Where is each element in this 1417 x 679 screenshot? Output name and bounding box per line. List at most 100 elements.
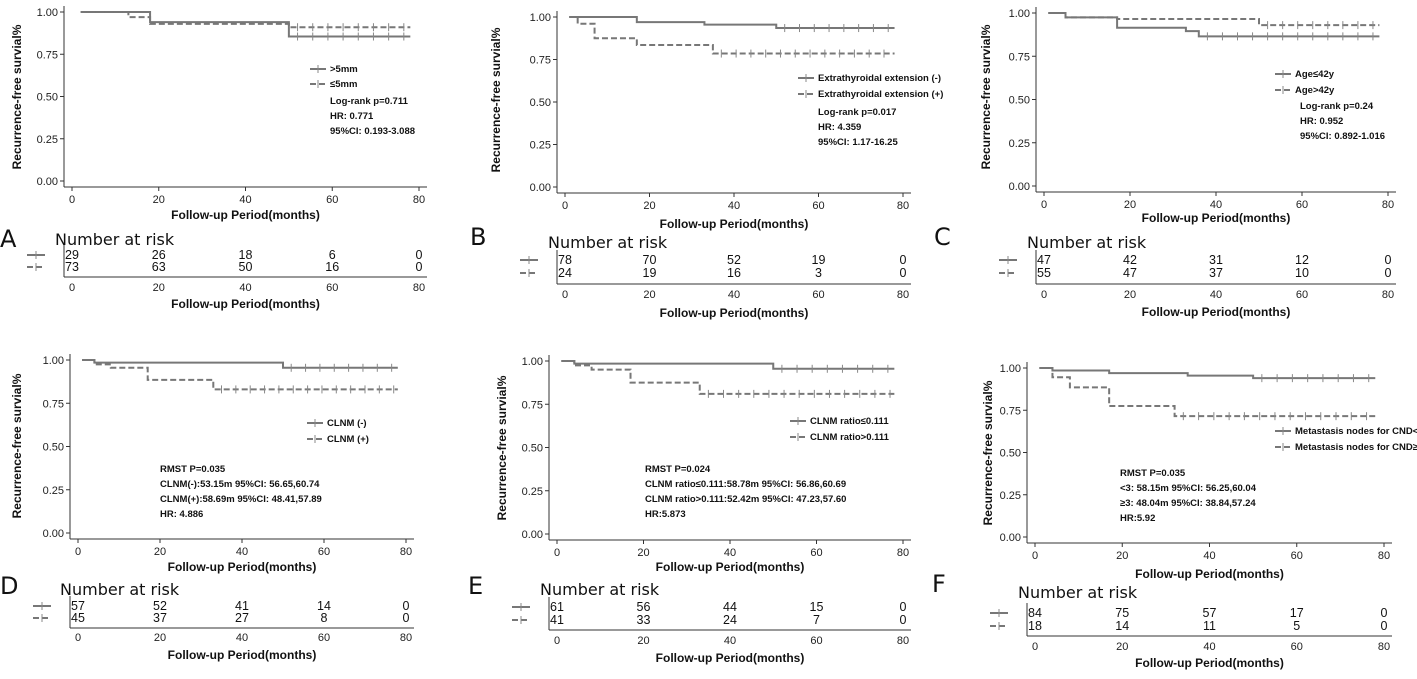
km-curve-group2 xyxy=(82,359,398,391)
risk-count: 84 xyxy=(1028,606,1042,620)
risk-x-tick-label: 0 xyxy=(75,632,81,644)
y-tick-label: 0.25 xyxy=(43,485,64,497)
y-tick-label: 0.75 xyxy=(1000,405,1021,417)
risk-x-tick-label: 80 xyxy=(400,632,412,644)
km-curve-group2 xyxy=(569,16,895,55)
risk-count: 42 xyxy=(1123,253,1137,267)
risk-count: 0 xyxy=(900,266,907,280)
risk-count: 27 xyxy=(235,611,249,625)
risk-count: 47 xyxy=(1123,266,1137,280)
risk-x-tick-label: 60 xyxy=(326,282,338,294)
risk-count: 6 xyxy=(329,248,336,262)
risk-table-title: Number at risk xyxy=(1018,583,1138,602)
x-tick-label: 60 xyxy=(326,194,338,206)
risk-count: 0 xyxy=(900,600,907,614)
risk-count: 0 xyxy=(416,248,423,262)
risk-count: 16 xyxy=(325,260,339,274)
risk-count: 45 xyxy=(71,611,85,625)
y-tick-label: 1.00 xyxy=(530,12,551,24)
km-panel-d: D1.000.750.500.250.000 20 40 60 80Recurrence… xyxy=(0,354,414,662)
x-tick-label: 40 xyxy=(239,194,251,206)
y-tick-label: 0.00 xyxy=(37,176,58,188)
km-curve-group1 xyxy=(569,16,895,30)
y-tick-label: 1.00 xyxy=(1009,8,1030,20)
x-tick-label: 20 xyxy=(154,546,166,558)
risk-x-tick-label: 40 xyxy=(1210,289,1222,301)
risk-count: 19 xyxy=(643,266,657,280)
risk-count: 75 xyxy=(1115,606,1129,620)
x-axis-label: Follow-up Period(months) xyxy=(1135,567,1284,581)
y-tick-label: 0.25 xyxy=(1000,490,1021,502)
km-panel-c: C 1.00 0.75 0.50 0.25 0.00 0 20 40 60 80 Recurrence… xyxy=(934,7,1396,319)
risk-x-tick-label: 40 xyxy=(239,282,251,294)
risk-count: 24 xyxy=(558,266,572,280)
stat-annotation: HR: 0.771 xyxy=(330,111,374,122)
x-axis-label: Follow-up Period(months) xyxy=(656,560,805,574)
km-curve-group1 xyxy=(80,11,411,38)
risk-count: 18 xyxy=(239,248,253,262)
x-tick-label: 0 xyxy=(562,200,568,212)
risk-x-tick-label: 20 xyxy=(1116,641,1128,653)
risk-count: 37 xyxy=(153,611,167,625)
x-tick-label: 0 xyxy=(75,546,81,558)
risk-count: 3 xyxy=(815,266,822,280)
risk-count: 44 xyxy=(723,600,737,614)
y-tick-label: 0.25 xyxy=(37,134,58,146)
x-tick-label: 40 xyxy=(728,200,740,212)
legend-label: CLNM ratio>0.111 xyxy=(810,432,890,443)
x-tick-label: 80 xyxy=(897,547,909,559)
y-tick-label: 1.00 xyxy=(43,355,64,367)
risk-x-axis-label: Follow-up Period(months) xyxy=(1142,305,1291,319)
risk-count: 70 xyxy=(643,253,657,267)
risk-x-tick-label: 60 xyxy=(318,632,330,644)
stat-annotation: HR: 4.359 xyxy=(818,122,861,133)
legend-label: Extrathyroidal extension (-) xyxy=(818,73,941,84)
km-panel-a: A1.000.750.500.250.000 20 40 60 80Recurrence… xyxy=(0,6,427,311)
stat-annotation: 95%CI: 0.193-3.088 xyxy=(330,126,415,137)
y-tick-label: 0.50 xyxy=(37,92,58,104)
risk-x-tick-label: 20 xyxy=(1124,289,1136,301)
y-tick-label: 0.75 xyxy=(43,398,64,410)
risk-count: 26 xyxy=(152,248,166,262)
risk-count: 11 xyxy=(1203,619,1216,633)
risk-x-tick-label: 80 xyxy=(1382,289,1394,301)
risk-count: 0 xyxy=(900,253,907,267)
risk-x-axis-label: Follow-up Period(months) xyxy=(656,651,805,665)
stat-annotation: HR:5.873 xyxy=(645,509,686,520)
risk-count: 33 xyxy=(637,613,651,627)
y-axis-label: Recurrence-free survial% xyxy=(495,375,509,520)
risk-count: 15 xyxy=(810,600,824,614)
y-tick-label: 1.00 xyxy=(1000,363,1021,375)
y-tick-label: 0.00 xyxy=(43,528,64,540)
y-tick-label: 0.50 xyxy=(43,442,64,454)
risk-count: 18 xyxy=(1028,619,1042,633)
y-tick-label: 0.75 xyxy=(1009,51,1030,63)
risk-count: 10 xyxy=(1295,266,1309,280)
y-tick-label: 0.50 xyxy=(522,443,543,455)
risk-count: 8 xyxy=(321,611,328,625)
panel-letter: D xyxy=(0,572,18,600)
stat-annotation: CLNM ratio>0.111:52.42m 95%CI: 47.23,57.… xyxy=(645,494,846,505)
risk-x-tick-label: 40 xyxy=(1203,641,1215,653)
risk-count: 57 xyxy=(1203,606,1217,620)
risk-x-tick-label: 0 xyxy=(1032,641,1038,653)
x-tick-label: 20 xyxy=(643,200,655,212)
y-tick-label: 0.75 xyxy=(530,55,551,67)
stat-annotation: CLNM(+):58.69m 95%CI: 48.41,57.89 xyxy=(160,494,322,505)
risk-x-tick-label: 20 xyxy=(643,289,655,301)
legend-label: CLNM ratio≤0.111 xyxy=(810,416,889,427)
km-curve-group2 xyxy=(561,360,895,395)
risk-x-tick-label: 20 xyxy=(153,282,165,294)
x-tick-label: 60 xyxy=(1291,550,1303,562)
risk-count: 37 xyxy=(1209,266,1223,280)
km-curve-group1 xyxy=(82,359,398,369)
y-tick-label: 0.50 xyxy=(1009,95,1030,107)
risk-x-tick-label: 0 xyxy=(1041,289,1047,301)
risk-x-axis-label: Follow-up Period(months) xyxy=(1135,656,1284,670)
panel-letter: E xyxy=(468,572,483,600)
risk-x-tick-label: 60 xyxy=(812,289,824,301)
panel-letter: A xyxy=(0,225,17,253)
x-tick-label: 20 xyxy=(637,547,649,559)
km-curve-group1 xyxy=(1039,367,1376,380)
x-axis-label: Follow-up Period(months) xyxy=(171,208,320,222)
